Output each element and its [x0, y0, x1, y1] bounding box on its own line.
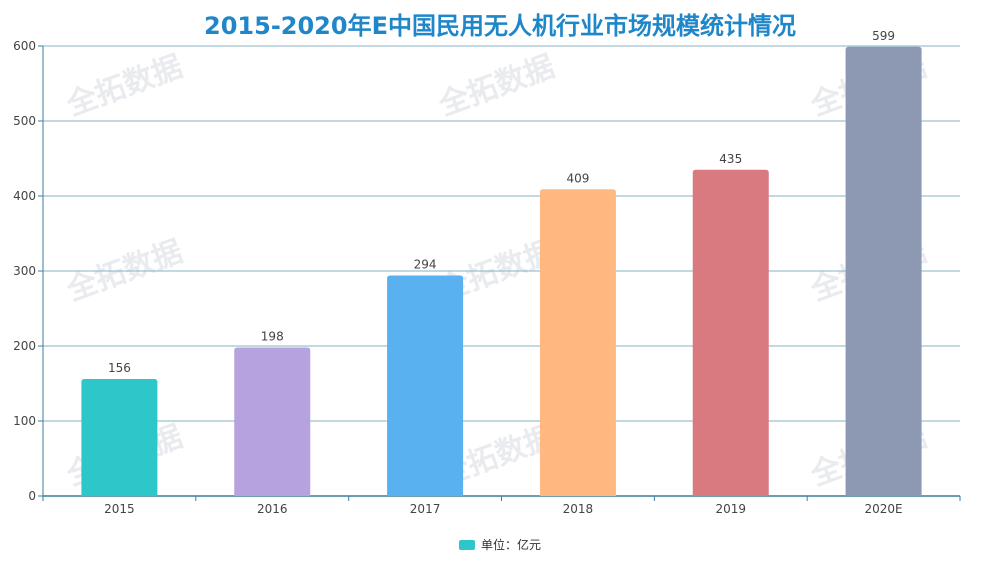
bars [81, 46, 922, 497]
x-tick-label: 2018 [563, 502, 594, 516]
grid-lines [43, 45, 960, 422]
x-tick-label: 2015 [104, 502, 135, 516]
y-tick-label: 300 [13, 264, 36, 278]
bar-2016[interactable] [234, 347, 311, 497]
x-tick-label: 2016 [257, 502, 288, 516]
y-tick-label: 500 [13, 114, 36, 128]
y-tick-label: 200 [13, 339, 36, 353]
bar-2015[interactable] [81, 379, 158, 496]
legend-label: 单位：亿元 [480, 538, 541, 552]
legend[interactable]: 单位：亿元 [0, 536, 1000, 553]
bar-2017[interactable] [387, 275, 464, 497]
value-label: 156 [108, 361, 131, 375]
legend-swatch [458, 539, 475, 550]
value-label: 198 [261, 330, 284, 344]
bar-2019[interactable] [692, 169, 769, 496]
value-labels: 156 198 294 409 435 599 [108, 29, 895, 375]
value-label: 409 [566, 171, 589, 185]
value-label: 435 [719, 152, 742, 166]
watermark-text: 全拓数据 [433, 49, 559, 123]
x-tick-label: 2019 [715, 502, 746, 516]
x-tick-label: 2017 [410, 502, 441, 516]
x-tick-label: 2020E [865, 502, 903, 516]
y-tick-label: 600 [13, 39, 36, 53]
watermark-text: 全拓数据 [61, 49, 187, 123]
y-tick-label: 100 [13, 414, 36, 428]
y-tick-label: 0 [28, 489, 36, 503]
y-tick-label: 400 [13, 189, 36, 203]
chart-title: 2015-2020年E中国民用无人机行业市场规模统计情况 [204, 12, 796, 40]
bar-2020E[interactable] [845, 46, 922, 496]
value-label: 599 [872, 29, 895, 43]
bar-2018[interactable] [539, 189, 616, 496]
value-label: 294 [414, 258, 437, 272]
axes: 0 100 200 300 400 500 600 2015 2016 2017 2018 2019 2… [13, 39, 961, 516]
